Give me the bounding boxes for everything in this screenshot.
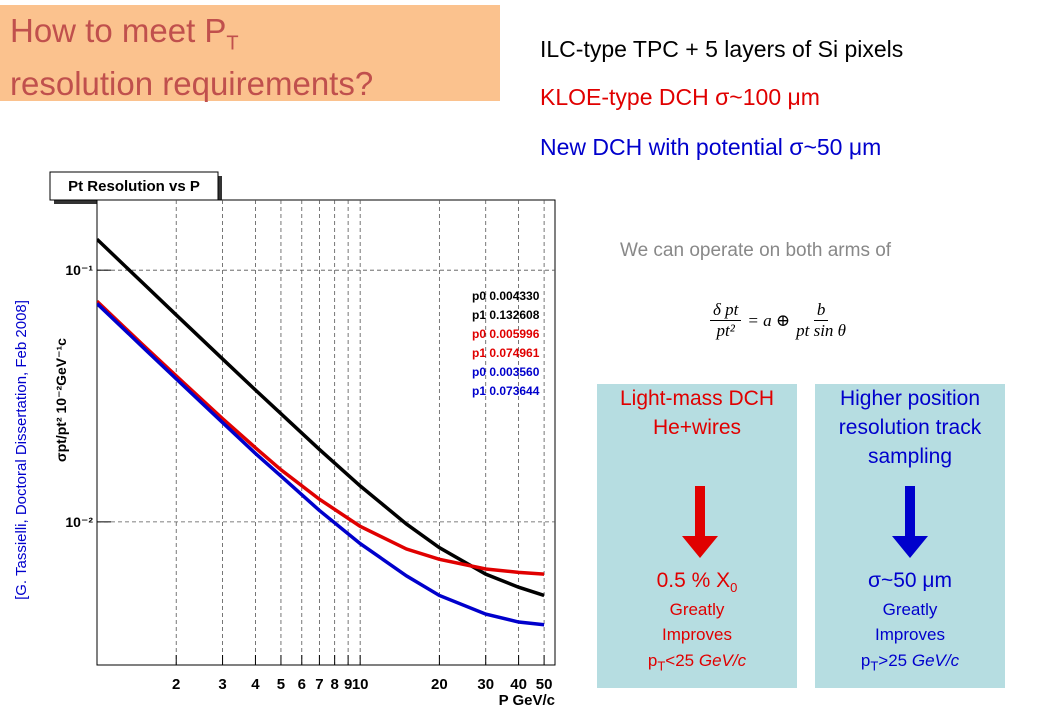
formula: δ pt pt² = a ⊕ b pt sin θ xyxy=(710,300,846,341)
chart-title: Pt Resolution vs P xyxy=(68,178,200,195)
fit-parameter: p0 0.005996 xyxy=(472,327,540,341)
arrow xyxy=(892,486,928,558)
info-box: Higher position resolution track sampling σ… xyxy=(815,384,1005,688)
bullet: New DCH with potential σ~50 μm xyxy=(540,134,882,160)
box-line: Greatly xyxy=(669,600,725,619)
x-axis-label: P GeV/c xyxy=(499,692,555,709)
arrow xyxy=(682,486,718,558)
formula-part: = a ⊕ xyxy=(747,310,791,330)
x-tick-label: 9 xyxy=(344,676,352,693)
box-cond: pT<25 GeV/c xyxy=(597,649,797,677)
fit-parameter: p0 0.004330 xyxy=(472,289,540,303)
fit-line xyxy=(97,300,545,576)
x-tick-label: 3 xyxy=(218,676,226,693)
cond-part: T xyxy=(657,658,666,674)
result-part: 0 xyxy=(730,580,738,596)
box-line: Improves xyxy=(662,625,732,644)
x-tick-label: 6 xyxy=(298,676,306,693)
formula-part: δ pt xyxy=(710,300,742,321)
x-tick-label: 7 xyxy=(315,676,323,693)
x-tick-label: 20 xyxy=(431,676,448,693)
y-tick-label: 10⁻¹ xyxy=(65,262,93,278)
cond-part: T xyxy=(870,658,879,674)
note: We can operate on both arms of xyxy=(620,240,892,261)
cond-part: p xyxy=(647,651,658,670)
arrow-shape xyxy=(892,486,928,558)
plot: 2 3 4 5 6 7 8 9 10 20 30 40 50 10⁻² 10⁻¹ p0 0.004330 p1 … xyxy=(65,200,555,693)
cond-part: p xyxy=(860,651,871,670)
box-cond: pT>25 GeV/c xyxy=(815,649,1005,677)
fit-line xyxy=(97,237,545,598)
box-heading: Higher position xyxy=(839,387,981,410)
fit-parameter: p0 0.003560 xyxy=(472,365,540,379)
x-tick-label: 2 xyxy=(172,676,180,693)
formula-part: pt sin θ xyxy=(796,321,847,340)
arrow-shape xyxy=(682,486,718,558)
result-part: 0.5 % X xyxy=(656,569,731,592)
cond-part: GeV/c xyxy=(911,651,960,670)
formula-part: b xyxy=(813,300,829,321)
title-sub: T xyxy=(226,32,239,55)
box-result: σ~50 μm xyxy=(815,566,1005,595)
x-tick-label: 40 xyxy=(510,676,527,693)
title-text: How to meet P xyxy=(10,12,227,49)
x-tick-label: 10 xyxy=(352,676,369,693)
result-part: σ~50 μm xyxy=(867,569,952,592)
y-tick-label: 10⁻² xyxy=(65,514,93,530)
fit-parameter: p1 0.074961 xyxy=(472,346,540,360)
title-box xyxy=(49,171,219,201)
x-tick-label: 4 xyxy=(251,676,260,693)
box-line: Greatly xyxy=(882,600,938,619)
info-box: Light-mass DCH He+wires 0.5 % X0 Greatly Imp… xyxy=(597,384,797,688)
fit-line xyxy=(97,302,545,627)
box-line: Improves xyxy=(875,625,945,644)
fit-parameter: p1 0.132608 xyxy=(472,308,540,322)
x-tick-label: 30 xyxy=(477,676,494,693)
slide-title: How to meet PT resolution requirements? xyxy=(0,5,500,102)
cond-part: GeV/c xyxy=(698,651,747,670)
box-heading: Light-mass DCH xyxy=(619,387,775,410)
x-tick-label: 5 xyxy=(277,676,285,693)
title-text: resolution requirements? xyxy=(10,64,374,102)
box-heading: sampling xyxy=(867,445,953,468)
plot-frame xyxy=(96,199,556,666)
x-tick-label: 50 xyxy=(536,676,553,693)
cond-part: <25 xyxy=(665,651,699,670)
citation: [G. Tassielli, Doctoral Dissertation, Fe… xyxy=(13,300,30,600)
bullet: KLOE-type DCH σ~100 μm xyxy=(540,84,820,110)
fit-parameter: p1 0.073644 xyxy=(472,384,540,398)
bullet: ILC-type TPC + 5 layers of Si pixels xyxy=(540,36,904,62)
formula-part: pt² xyxy=(716,321,735,340)
x-tick-label: 8 xyxy=(330,676,338,693)
y-axis-label: σpt/pt² 10⁻²GeV⁻¹c xyxy=(53,338,69,462)
cond-part: >25 xyxy=(878,651,912,670)
box-heading: He+wires xyxy=(652,416,742,439)
box-result: 0.5 % X0 xyxy=(597,566,797,602)
box-heading: resolution track xyxy=(838,416,982,439)
